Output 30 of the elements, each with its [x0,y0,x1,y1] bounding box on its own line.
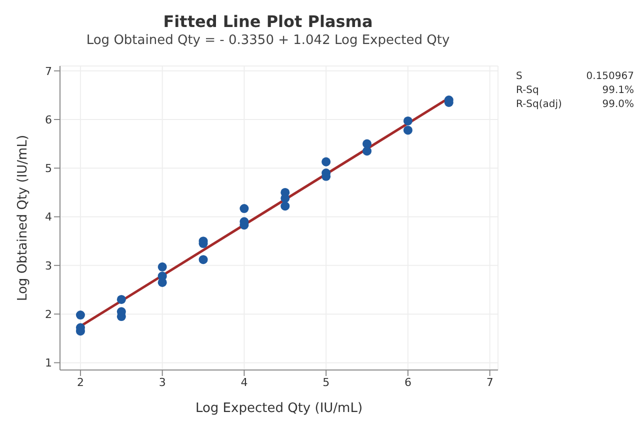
y-tick-label: 3 [45,259,52,272]
y-tick-label: 4 [45,210,52,224]
point [76,310,85,320]
point [198,255,208,264]
x-tick-label: 6 [404,376,412,389]
x-tick-label: 7 [486,376,494,389]
text: R-Sq 99.1% [516,85,634,96]
text: S 0.150967 [516,71,634,82]
y-tick-label: 2 [45,308,52,321]
point [322,157,331,166]
y-tick-label: 1 [45,356,52,370]
x-tick-label: 2 [76,376,84,389]
chart-title: Fitted Line Plot Plasma [162,12,374,31]
x-axis-title: Log Expected Qty (IU/mL) [195,401,363,416]
y-tick-label: 5 [45,162,52,176]
x-tick-label: 5 [322,376,330,389]
y-tick-label: 6 [45,113,52,126]
point [362,146,372,156]
x-tick-label: 3 [158,376,166,389]
point [403,126,412,135]
x-tick-label: 4 [240,376,248,389]
point [158,262,167,272]
y-tick-label: 7 [45,64,52,78]
chart-subtitle: Log Obtained Qty = - 0.3350 + 1.042 Log Expected Qty [85,33,451,48]
y-axis-title: Log Obtained Qty (IU/mL) [16,134,31,302]
point [403,116,412,126]
point [116,294,126,304]
text: R-Sq(adj) 99.0% [516,99,634,110]
point [240,204,249,214]
point [280,202,290,211]
